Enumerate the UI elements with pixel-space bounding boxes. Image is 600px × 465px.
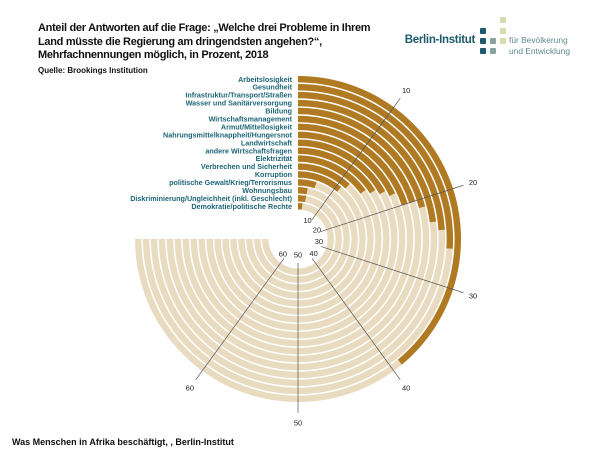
bar xyxy=(298,115,416,203)
grid-line xyxy=(195,258,285,380)
logo-square xyxy=(490,38,496,44)
bar xyxy=(298,171,342,192)
bar xyxy=(298,91,445,231)
footer-caption: Was Menschen in Afrika beschäftigt, , Be… xyxy=(12,437,234,447)
logo-line1: für Bevölkerung xyxy=(509,35,568,45)
category-label: Arbeitslosigkeit xyxy=(238,75,293,84)
grid-line xyxy=(320,246,464,294)
category-label: Armut/Mittellosigkeit xyxy=(221,122,293,131)
category-label: andere Wirtschaftsfragen xyxy=(205,146,292,155)
category-label: Infrastruktur/Transport/Straßen xyxy=(185,91,292,100)
inner-tick-label: 10 xyxy=(303,216,311,225)
bar xyxy=(298,131,396,196)
grid-line xyxy=(320,184,464,232)
outer-tick-label: 10 xyxy=(402,86,410,95)
bar xyxy=(298,107,426,208)
outer-tick-label: 50 xyxy=(294,419,302,428)
logo-square xyxy=(480,38,486,44)
category-label: Elektrizität xyxy=(256,154,293,163)
inner-tick-label: 60 xyxy=(279,249,287,258)
bar xyxy=(298,123,408,206)
bar xyxy=(298,155,366,194)
category-label: Gesundheit xyxy=(252,83,292,92)
category-label: Wirtschaftsmanagement xyxy=(209,115,293,124)
category-label: Diskriminierung/Ungleichheit (inkl. Gesc… xyxy=(130,194,292,203)
category-label: Korruption xyxy=(255,170,292,179)
grid-line xyxy=(311,258,401,380)
category-label: Bildung xyxy=(265,107,292,116)
logo-square xyxy=(490,48,496,54)
bar xyxy=(298,203,303,210)
inner-tick-label: 20 xyxy=(313,225,321,234)
category-label: Landwirtschaft xyxy=(241,138,293,147)
logo-name: Berlin-Institut xyxy=(404,34,476,46)
logo-square xyxy=(500,17,506,23)
source-note: Quelle: Brookings Institution xyxy=(38,66,148,75)
bar xyxy=(298,99,437,223)
bar xyxy=(298,187,308,195)
logo-line2: und Entwicklung xyxy=(509,46,570,56)
logo-square xyxy=(500,28,506,34)
outer-tick-label: 60 xyxy=(186,384,194,393)
logo-square xyxy=(500,38,506,44)
logo-square xyxy=(480,48,486,54)
category-label: politische Gewalt/Krieg/Terrorismus xyxy=(169,178,292,187)
bar xyxy=(298,147,376,194)
category-label: Verbrechen und Sicherheit xyxy=(201,162,293,171)
inner-tick-label: 40 xyxy=(309,249,317,258)
bar xyxy=(298,195,307,203)
bar xyxy=(298,139,386,195)
category-label: Wohnungsbau xyxy=(242,186,292,195)
inner-tick-label: 50 xyxy=(294,251,302,260)
bar xyxy=(298,179,317,189)
outer-tick-label: 30 xyxy=(469,292,477,301)
outer-tick-label: 20 xyxy=(469,178,477,187)
category-label: Wasser und Sanitärversorgung xyxy=(186,99,292,108)
inner-tick-label: 30 xyxy=(315,237,323,246)
bar xyxy=(298,163,350,189)
outer-tick-label: 40 xyxy=(402,384,410,393)
bar-track xyxy=(142,83,454,395)
chart-title: Anteil der Antworten auf die Frage: „Wel… xyxy=(38,22,371,61)
category-label: Demokratie/politische Rechte xyxy=(191,202,292,211)
logo-square xyxy=(480,28,486,34)
category-label: Nahrungsmittelknappheit/Hungersnot xyxy=(163,130,293,139)
grid-line xyxy=(311,98,401,220)
